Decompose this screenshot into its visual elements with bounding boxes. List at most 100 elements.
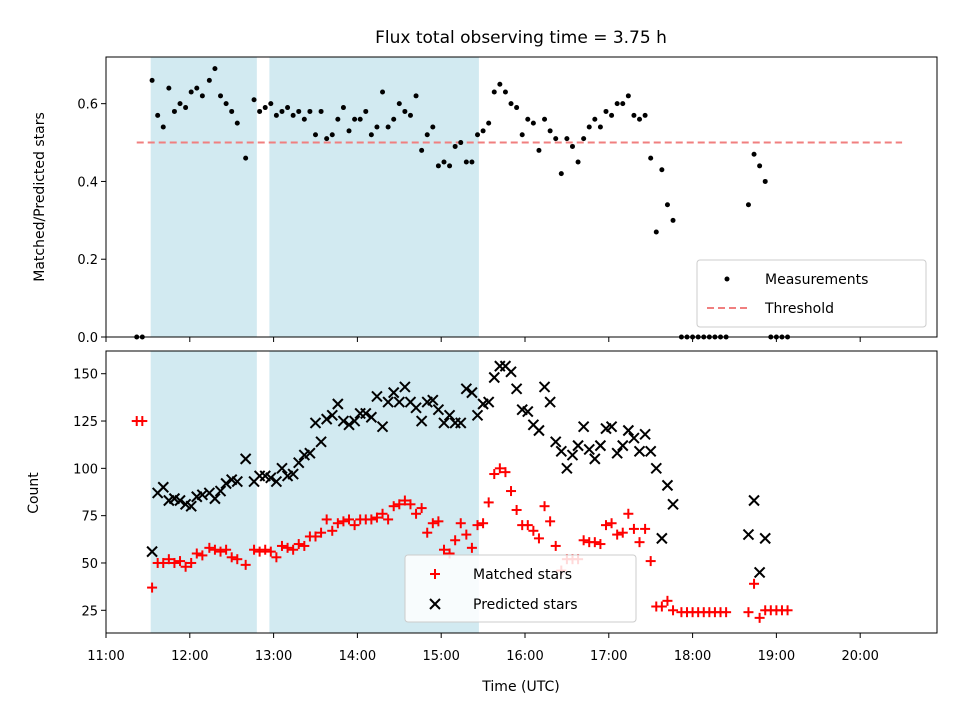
predicted-point bbox=[488, 371, 500, 384]
count-axes-frame bbox=[105, 350, 938, 634]
measurement-point bbox=[229, 108, 235, 114]
measurement-point bbox=[199, 93, 205, 99]
measurement-point bbox=[542, 116, 548, 122]
matched-point bbox=[209, 544, 220, 555]
matched-point bbox=[394, 499, 405, 510]
y-tick-label: 150 bbox=[73, 368, 98, 383]
matched-point bbox=[186, 557, 197, 568]
predicted-point bbox=[482, 396, 495, 408]
matched-point bbox=[550, 540, 561, 551]
ratio-legend: Measurements Threshold bbox=[696, 259, 927, 328]
predicted-point bbox=[644, 445, 657, 458]
measurement-point bbox=[586, 124, 592, 130]
measurement-point bbox=[279, 108, 285, 114]
matched-point bbox=[282, 542, 293, 553]
predicted-point bbox=[544, 396, 556, 408]
measurement-point bbox=[296, 108, 302, 114]
measurement-point bbox=[502, 89, 508, 95]
matched-point bbox=[221, 544, 232, 555]
measurement-point bbox=[514, 105, 520, 111]
matched-point bbox=[427, 518, 438, 529]
predicted-point bbox=[320, 413, 333, 425]
matched-point bbox=[321, 514, 332, 525]
measurement-point bbox=[149, 77, 155, 83]
predicted-point bbox=[611, 447, 623, 459]
matched-point bbox=[327, 525, 338, 536]
matched-point bbox=[383, 514, 394, 525]
measurement-point bbox=[508, 101, 514, 107]
matched-point bbox=[169, 557, 180, 568]
predicted-point bbox=[505, 366, 517, 378]
measurement-point bbox=[603, 108, 609, 114]
count-markers bbox=[131, 360, 793, 623]
measurement-point bbox=[188, 89, 194, 95]
y-tick-label: 0.4 bbox=[77, 175, 98, 190]
predicted-point bbox=[337, 415, 350, 427]
measurement-point bbox=[452, 143, 458, 149]
measurement-point bbox=[631, 112, 637, 118]
matched-point bbox=[371, 512, 382, 523]
measurement-point bbox=[357, 116, 363, 122]
measurement-point bbox=[486, 120, 492, 126]
matched-point bbox=[721, 607, 732, 618]
matched-point bbox=[782, 605, 793, 616]
predicted-point bbox=[443, 409, 456, 422]
matched-point bbox=[589, 537, 600, 548]
predicted-point bbox=[265, 472, 277, 484]
measurement-point bbox=[597, 124, 603, 130]
matched-point bbox=[416, 503, 427, 514]
predicted-point bbox=[661, 479, 674, 492]
matched-point bbox=[265, 546, 276, 557]
legend-plus-glyph bbox=[430, 569, 440, 579]
matched-point bbox=[511, 504, 522, 515]
predicted-point bbox=[360, 407, 372, 420]
predicted-point bbox=[309, 417, 322, 429]
predicted-point bbox=[304, 447, 316, 459]
predicted-point bbox=[759, 532, 771, 545]
measurement-point bbox=[659, 167, 665, 173]
x-tick-label: 17:00 bbox=[590, 649, 627, 664]
measurement-point bbox=[262, 105, 268, 111]
x-tick-label: 14:00 bbox=[339, 649, 376, 664]
matched-point bbox=[645, 556, 656, 567]
measurement-point bbox=[463, 159, 469, 165]
measurement-point bbox=[380, 89, 386, 95]
matched-point bbox=[344, 514, 355, 525]
measurement-point bbox=[642, 112, 648, 118]
matched-point bbox=[191, 548, 202, 559]
predicted-point bbox=[348, 415, 361, 427]
predicted-point bbox=[287, 468, 299, 480]
predicted-point bbox=[538, 381, 551, 393]
measurement-point bbox=[273, 112, 279, 118]
observing-intervals bbox=[150, 57, 479, 337]
measurement-point bbox=[290, 112, 296, 118]
measurement-point bbox=[385, 124, 391, 130]
matched-point bbox=[749, 578, 760, 589]
measurement-point bbox=[352, 116, 358, 122]
count-y-axis-label: Count bbox=[26, 472, 42, 514]
measurement-point bbox=[243, 155, 249, 161]
predicted-point bbox=[214, 485, 227, 497]
measurement-point bbox=[324, 136, 330, 142]
predicted-point bbox=[276, 462, 288, 475]
x-tick-label: 16:00 bbox=[506, 649, 543, 664]
predicted-point bbox=[371, 390, 383, 403]
matched-point bbox=[388, 501, 399, 512]
count-x-ticks: 11:00 12:00 13:00 14:00 15:00 16:00 17:00 18:00… bbox=[87, 633, 879, 664]
predicted-point bbox=[220, 477, 232, 490]
predicted-point bbox=[146, 545, 158, 558]
matched-point bbox=[754, 612, 765, 623]
measurement-point bbox=[218, 93, 224, 99]
measurement-point bbox=[363, 108, 369, 114]
predicted-point bbox=[471, 409, 484, 422]
legend-matched-label: Matched stars bbox=[473, 567, 572, 583]
matched-point bbox=[617, 527, 628, 538]
measurement-point bbox=[592, 116, 598, 122]
count-y-ticks: 25 50 75 100 125 150 bbox=[73, 368, 106, 619]
matched-point bbox=[455, 518, 466, 529]
matched-point bbox=[533, 533, 544, 544]
matched-point bbox=[175, 556, 186, 567]
measurement-point bbox=[547, 128, 553, 134]
predicted-point bbox=[742, 528, 755, 541]
measurement-point bbox=[648, 155, 654, 161]
